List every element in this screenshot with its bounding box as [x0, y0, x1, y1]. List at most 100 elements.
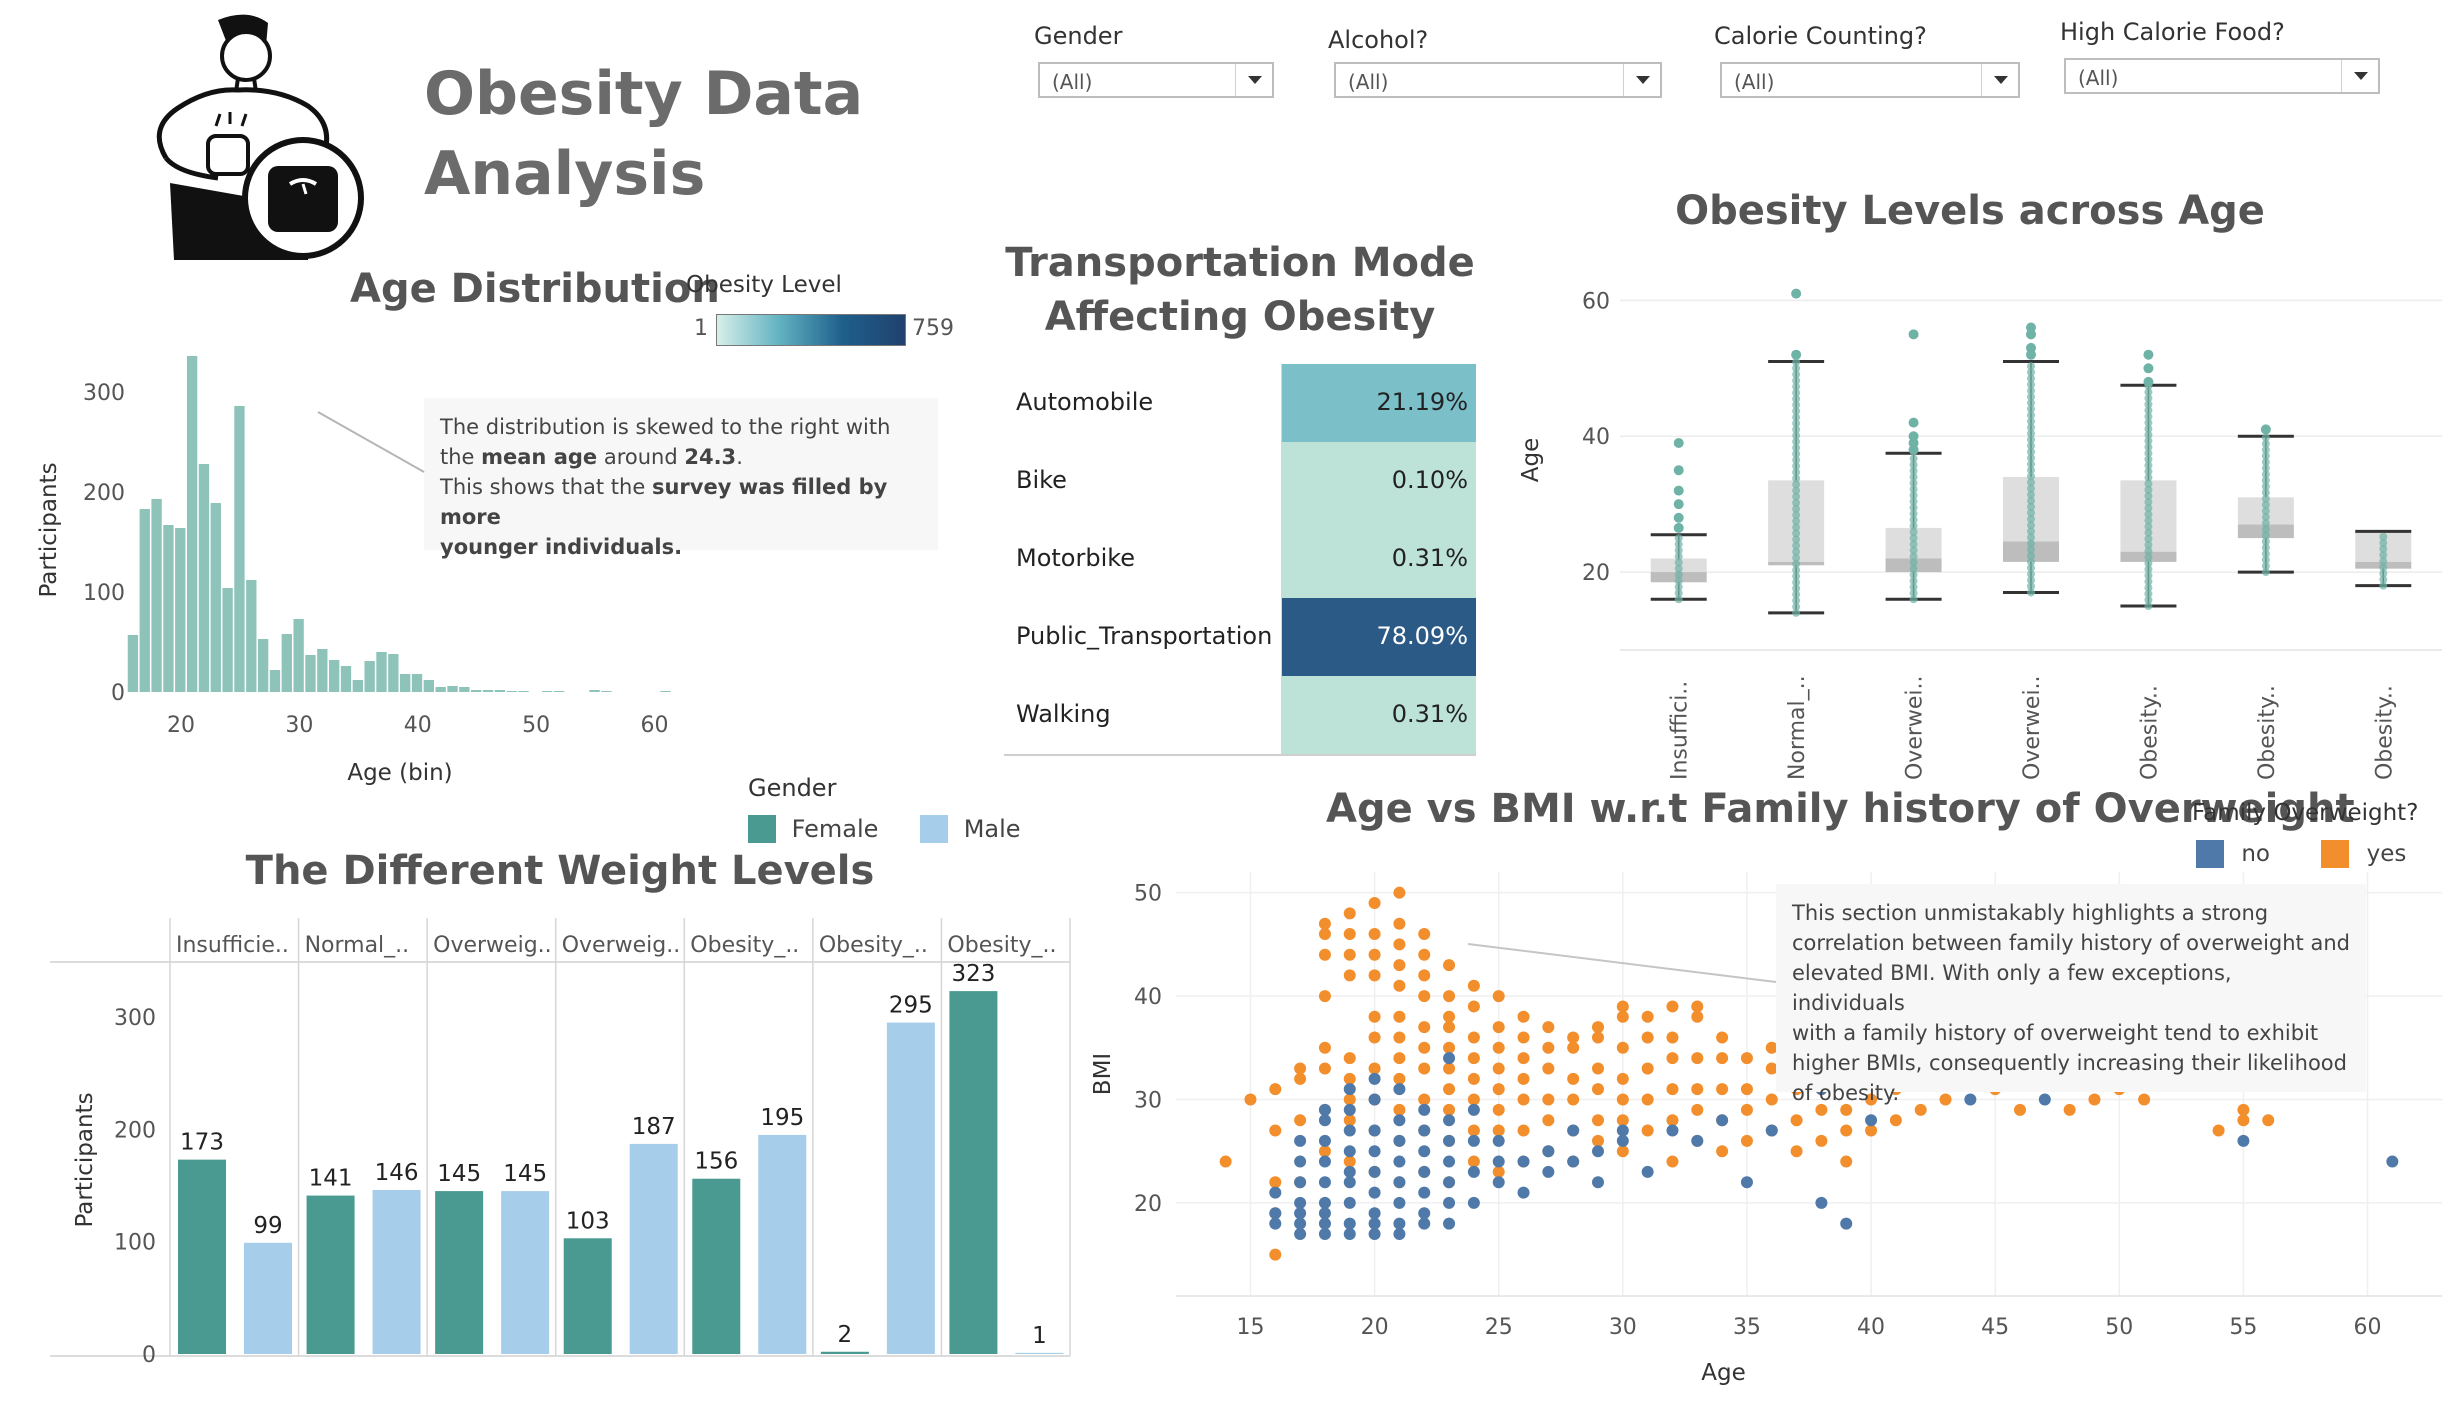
histogram-bar[interactable] [601, 691, 612, 692]
histogram-bar[interactable] [186, 356, 198, 692]
chevron-down-icon[interactable] [1981, 64, 2018, 96]
scatter-point [1418, 1207, 1431, 1220]
weight-levels-bar-label: 156 [694, 1149, 738, 1175]
histogram-bar[interactable] [459, 687, 470, 692]
scatter-point [1517, 1186, 1530, 1199]
scatter-axes: 15 20 25 30 35 40 45 50 55 60 20 30 40 50 Age BMI [1090, 882, 2382, 1386]
histogram-bar[interactable] [411, 674, 423, 692]
histogram-bar[interactable] [388, 654, 399, 692]
histogram-bar[interactable] [423, 680, 435, 692]
transportation-row-label: Bike [1016, 466, 1067, 494]
chevron-down-icon[interactable] [1623, 64, 1660, 96]
boxplot-point [2261, 555, 2270, 564]
weight-levels-bar[interactable] [758, 1134, 807, 1354]
weight-levels-bar[interactable] [178, 1159, 226, 1354]
boxplot-point [2027, 551, 2035, 560]
scatter-x-tick: 20 [1361, 1315, 1389, 1340]
weight-levels-bar[interactable] [501, 1191, 550, 1354]
histogram-bar[interactable] [340, 666, 352, 692]
weight-levels-bar[interactable] [886, 1022, 935, 1354]
transportation-row[interactable]: Motorbike 0.31% [1004, 520, 1476, 598]
transportation-row-cell[interactable]: 78.09% [1282, 598, 1476, 676]
weight-levels-bar[interactable] [629, 1143, 678, 1354]
boxplot-point [2027, 545, 2035, 554]
weight-levels-bar[interactable] [820, 1351, 869, 1354]
weight-levels-bar-label: 145 [503, 1161, 547, 1187]
histogram-bar[interactable] [210, 503, 221, 692]
filter-gender-value: (All) [1052, 70, 1093, 94]
transportation-row-cell[interactable]: 0.10% [1282, 442, 1476, 520]
histogram-bar[interactable] [234, 406, 245, 692]
boxplot-point [1909, 479, 1918, 488]
histogram-bar[interactable] [222, 588, 233, 692]
filter-gender-dropdown[interactable]: (All) [1038, 62, 1274, 98]
histogram-bar[interactable] [328, 660, 340, 692]
transportation-row-cell[interactable]: 21.19% [1282, 364, 1476, 442]
histogram-bar[interactable] [553, 691, 565, 692]
transportation-row[interactable]: Automobile 21.19% [1004, 364, 1476, 442]
histogram-bar[interactable] [506, 691, 517, 692]
scatter-point [1318, 1227, 1331, 1240]
weight-levels-bar[interactable] [372, 1189, 421, 1354]
histogram-bar[interactable] [364, 661, 375, 692]
weight-levels-bar[interactable] [435, 1191, 484, 1354]
histogram-bar[interactable] [317, 649, 328, 692]
scatter-point [1318, 1062, 1331, 1075]
histogram-bar[interactable] [127, 635, 139, 692]
histogram-bar[interactable] [246, 580, 257, 692]
scatter-point [1492, 990, 1505, 1003]
filter-alcohol-dropdown[interactable]: (All) [1334, 62, 1662, 98]
histogram-bar[interactable] [471, 690, 482, 692]
transportation-row[interactable]: Bike 0.10% [1004, 442, 1476, 520]
scatter-point [1393, 1114, 1406, 1127]
histogram-bar[interactable] [305, 655, 316, 692]
histogram-bar[interactable] [198, 464, 210, 692]
histogram-bar[interactable] [660, 691, 671, 692]
weight-levels-bar[interactable] [244, 1242, 292, 1354]
filter-high-calorie-food-dropdown[interactable]: (All) [2064, 58, 2380, 94]
transportation-title-line-1: Transportation Mode [1005, 240, 1475, 286]
scatter-point [1343, 1217, 1356, 1230]
boxplot-point [2027, 478, 2035, 487]
histogram-bar[interactable] [494, 690, 506, 692]
scatter-point [1393, 1176, 1406, 1189]
transportation-row[interactable]: Walking 0.31% [1004, 676, 1476, 754]
weight-levels-bar[interactable] [692, 1178, 741, 1354]
weight-levels-bar[interactable] [1015, 1352, 1064, 1354]
filter-calorie-counting-dropdown[interactable]: (All) [1720, 62, 2020, 98]
legend-yes-label: yes [2366, 841, 2407, 867]
weight-levels-bar[interactable] [563, 1238, 612, 1354]
histogram-bar[interactable] [281, 634, 292, 692]
weight-levels-bar[interactable] [306, 1195, 355, 1354]
transportation-row-cell[interactable]: 0.31% [1282, 676, 1476, 754]
weight-levels-bar[interactable] [949, 991, 998, 1354]
transportation-row[interactable]: Public_Transportation 78.09% [1004, 598, 1476, 676]
filter-alcohol-label: Alcohol? [1328, 26, 1429, 54]
histogram-bar[interactable] [151, 499, 162, 692]
histogram-bar[interactable] [269, 670, 281, 692]
histogram-bar[interactable] [257, 639, 269, 692]
scatter-point [1294, 1196, 1307, 1209]
histogram-bar[interactable] [542, 691, 553, 692]
boxplot-point [2027, 576, 2035, 585]
scatter-chart: 15 20 25 30 35 40 45 50 55 60 20 30 40 50 Age BMI [1090, 872, 2442, 1386]
transportation-row-cell[interactable]: 0.31% [1282, 520, 1476, 598]
boxplot-point [1674, 570, 1683, 579]
histogram-bar[interactable] [589, 690, 600, 692]
chevron-down-icon[interactable] [2341, 60, 2378, 92]
histogram-bar[interactable] [139, 509, 150, 692]
histogram-bar[interactable] [293, 619, 304, 692]
histogram-bar[interactable] [163, 525, 174, 692]
scatter-point [1418, 1145, 1431, 1158]
histogram-bar[interactable] [447, 686, 458, 692]
histogram-bar[interactable] [352, 680, 363, 692]
boxplot-point [1674, 558, 1683, 567]
histogram-bar[interactable] [482, 690, 494, 692]
histogram-bar[interactable] [435, 687, 446, 692]
chevron-down-icon[interactable] [1235, 64, 1272, 96]
histogram-bar[interactable] [518, 691, 529, 692]
histogram-bar[interactable] [175, 528, 186, 692]
scatter-y-tick: 30 [1134, 1089, 1162, 1114]
histogram-bar[interactable] [400, 674, 411, 692]
histogram-bar[interactable] [376, 652, 387, 692]
